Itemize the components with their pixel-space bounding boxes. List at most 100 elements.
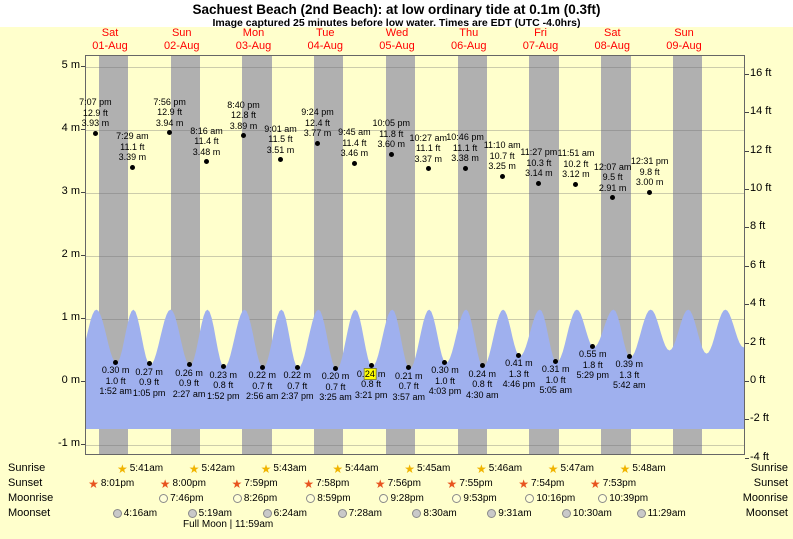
y-axis-label-ft: 8 ft	[750, 220, 766, 233]
day-label: Sat 08-Aug	[595, 27, 630, 52]
low-tide-annotation-line: 2:27 am	[172, 388, 206, 399]
moonrise-time-text: 7:46pm	[170, 493, 204, 504]
low-tide-annotation-line: 0.24 m	[356, 368, 386, 379]
moonset-time-text: 11:29am	[647, 508, 686, 519]
low-tide-annotation: 0.39 m 1.3 ft 5:42 am	[613, 359, 646, 391]
axis-tick	[81, 444, 85, 445]
high-tide-annotation-line: 9:45 am	[338, 127, 371, 138]
moonset-circle-icon	[412, 509, 422, 518]
low-tide-annotation: 0.31 m 1.0 ft 5:05 am	[539, 364, 572, 396]
sunrise-time: ★ 5:43am	[261, 461, 307, 476]
high-tide-marker	[314, 140, 320, 146]
sunset-time: ★ 7:55pm	[447, 476, 493, 491]
high-tide-annotation: 11:27 pm 10.3 ft 3.14 m	[520, 147, 557, 179]
low-tide-annotation-line: 1.3 ft	[619, 369, 640, 380]
axis-tick	[81, 318, 85, 319]
low-tide-annotation-line: 0.22 m	[248, 370, 276, 381]
high-tide-marker	[573, 181, 579, 187]
high-tide-marker	[462, 165, 468, 171]
sunrise-star-icon: ★	[619, 461, 631, 476]
low-tide-annotation: 0.30 m 1.0 ft 4:03 pm	[429, 365, 462, 397]
low-tide-annotation-line: 3:25 am	[319, 392, 352, 403]
low-tide-annotation-line: 0.30 m	[431, 365, 459, 376]
low-tide-annotation-line: 0.27 m	[135, 366, 163, 377]
y-axis-label-ft: 6 ft	[750, 258, 766, 271]
high-tide-annotation-line: 11:10 am	[483, 140, 521, 151]
day-label: Fri 07-Aug	[523, 27, 558, 52]
low-tide-annotation-line: 0.39 m	[615, 359, 644, 370]
day-date: 01-Aug	[92, 39, 128, 52]
high-tide-annotation-line: 3.93 m	[81, 118, 110, 129]
high-tide-annotation-line: 8:40 pm	[227, 99, 260, 110]
moonset-circle-icon	[187, 509, 197, 518]
sunrise-time: ★ 5:42am	[189, 461, 235, 476]
y-axis-label-ft: -2 ft	[750, 412, 769, 425]
moonrise-circle-icon	[452, 494, 462, 503]
axis-tick	[81, 129, 85, 130]
high-tide-annotation-line: 10.7 ft	[489, 150, 515, 161]
y-axis-label-m: 4 m	[61, 122, 80, 134]
sunset-label-right: Sunset	[753, 477, 788, 489]
moonset-time: 11:29am	[636, 506, 686, 521]
high-tide-annotation: 11:10 am 10.7 ft 3.25 m	[484, 140, 521, 172]
high-tide-annotation: 10:27 am 11.1 ft 3.37 m	[409, 133, 447, 165]
moonrise-time: 10:39pm	[598, 491, 648, 506]
tide-curve	[86, 309, 744, 429]
high-tide-annotation: 7:07 pm 12.9 ft 3.93 m	[79, 97, 112, 129]
day-name: Sat	[101, 27, 119, 39]
moonrise-time: 10:16pm	[525, 491, 575, 506]
sunrise-time-text: 5:47am	[560, 463, 594, 474]
high-tide-annotation: 9:45 am 11.4 ft 3.46 m	[338, 127, 371, 159]
page-subtitle: Image captured 25 minutes before low wat…	[212, 17, 581, 29]
axis-tick	[745, 265, 749, 267]
moonrise-circle-icon	[598, 494, 608, 503]
high-tide-annotation-line: 3.25 m	[488, 161, 516, 172]
low-tide-annotation: 0.23 m 0.8 ft 1:52 pm	[207, 370, 240, 402]
day-name: Sun	[171, 27, 192, 39]
moonset-time: 7:28am	[337, 506, 382, 521]
high-tide-annotation-line: 3.14 m	[525, 168, 553, 179]
sunrise-star-icon: ★	[332, 461, 344, 476]
axis-tick	[745, 457, 749, 459]
low-tide-annotation-line: 0.7 ft	[398, 381, 419, 392]
moonset-circle-icon	[262, 509, 272, 518]
low-tide-annotation-line: 0.7 ft	[252, 380, 273, 391]
high-tide-annotation-line: 7:07 pm	[79, 97, 112, 108]
high-tide-annotation-line: 8:16 am	[190, 125, 223, 136]
high-tide-marker	[92, 130, 98, 136]
axis-tick	[745, 342, 749, 344]
moonset-time-text: 4:16am	[123, 508, 158, 519]
high-tide-annotation-line: 11.4 ft	[194, 136, 219, 147]
high-tide-annotation: 7:56 pm 12.9 ft 3.94 m	[153, 97, 186, 129]
moonset-time: 4:16am	[112, 506, 158, 521]
day-label: Sun 02-Aug	[164, 27, 199, 52]
gridline	[86, 256, 744, 257]
sunrise-time-text: 5:41am	[129, 463, 164, 474]
sunrise-time-text: 5:48am	[632, 463, 666, 474]
day-date: 06-Aug	[451, 39, 487, 52]
y-axis-label-ft: -4 ft	[750, 450, 769, 463]
moonrise-time-text: 9:28pm	[390, 493, 424, 504]
high-tide-marker	[203, 159, 209, 165]
sunset-time-text: 7:56pm	[387, 478, 421, 489]
moonset-time-text: 6:24am	[273, 508, 307, 519]
sunset-time: ★ 7:59pm	[231, 476, 277, 491]
moonset-circle-icon	[561, 509, 571, 518]
low-tide-annotation-line: 5:29 pm	[576, 370, 610, 381]
gridline	[86, 193, 744, 194]
low-tide-marker	[259, 364, 265, 370]
moonset-circle-icon	[337, 509, 347, 518]
day-date: 09-Aug	[666, 39, 702, 52]
high-tide-marker	[610, 195, 616, 201]
moonset-circle-icon	[112, 509, 122, 518]
sunrise-label-right: Sunrise	[750, 462, 788, 474]
high-tide-marker	[536, 180, 542, 186]
high-tide-annotation-line: 11:51 am	[557, 148, 595, 159]
sunset-time-text: 7:58pm	[315, 478, 350, 489]
low-tide-annotation: 0.21 m 0.7 ft 3:57 am	[393, 371, 426, 403]
moonrise-time: 7:46pm	[159, 491, 203, 506]
low-tide-annotation: 0.41 m 1.3 ft 4:46 pm	[503, 358, 536, 390]
low-tide-annotation: 0.22 m 0.7 ft 2:37 pm	[281, 370, 314, 402]
moonrise-time-text: 9:53pm	[463, 493, 497, 504]
low-tide-annotation-line: 5:42 am	[613, 380, 646, 391]
